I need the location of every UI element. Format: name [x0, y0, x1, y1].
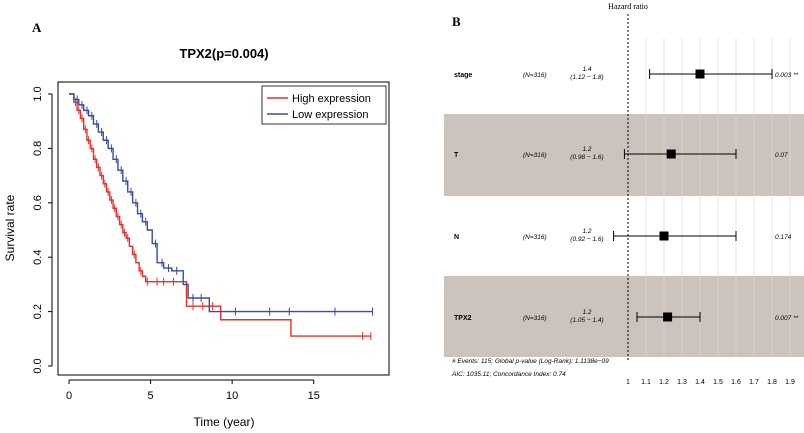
forest-row-ci: (0.92 − 1.6) [570, 236, 603, 243]
km-curves [69, 93, 373, 341]
forest-hr-marker [695, 69, 705, 79]
forest-row-ci: (1.05 − 1.4) [570, 317, 603, 324]
km-y-tick-label: 1.0 [32, 86, 44, 101]
forest-row-pvalue: 0.007 ** [775, 315, 799, 322]
forest-row-hr: 1.4 [582, 66, 591, 73]
panel-b: B Hazard ratio stage (N=316)1.4(1.12 − 1.… [444, 2, 804, 386]
forest-x-tick-label: 1.8 [767, 379, 777, 386]
km-y-tick-label: 0.4 [32, 250, 44, 265]
forest-row-n: (N=316) [523, 315, 547, 322]
km-legend-label-low: Low expression [292, 109, 368, 121]
forest-row-pvalue: 0.174 [775, 234, 792, 241]
km-x-tick-label: 0 [66, 390, 72, 402]
forest-row-label: TPX2 [454, 315, 472, 322]
forest-x-tick-label: 1.9 [785, 379, 795, 386]
forest-row-n: (N=316) [523, 152, 547, 159]
forest-row-label: N [454, 234, 459, 241]
forest-gridlines [627, 14, 791, 362]
forest-row-hr: 1.2 [582, 309, 591, 316]
forest-row-label: T [454, 152, 459, 159]
km-y-tick-label: 0.0 [32, 358, 44, 373]
forest-hr-marker [663, 312, 673, 322]
forest-row-hr: 1.2 [582, 146, 591, 153]
forest-x-axis: 1 1.1 1.2 1.3 1.4 1.5 1.6 1.7 1.8 1.9 [626, 379, 795, 386]
forest-hr-marker [666, 149, 676, 159]
km-plot-frame [57, 81, 390, 376]
forest-row-label: stage [454, 72, 472, 79]
km-legend-label-high: High expression [292, 93, 371, 105]
forest-row-n: (N=316) [523, 234, 547, 241]
km-legend-box [261, 85, 387, 125]
km-y-tick-label: 0.6 [32, 195, 44, 210]
forest-x-tick-label: 1.1 [641, 379, 651, 386]
forest-row-hr: 1.2 [582, 228, 591, 235]
km-title: TPX2(p=0.004) [179, 46, 268, 61]
forest-row-shade [444, 276, 804, 357]
km-x-axis-label: Time (year) [194, 415, 255, 429]
forest-x-tick-label: 1.5 [713, 379, 723, 386]
forest-row-pvalue: 0.07 [775, 152, 788, 159]
forest-row-pvalue: 0.003 ** [775, 72, 799, 79]
km-curve-high [69, 93, 371, 337]
forest-hr-marker [659, 231, 669, 241]
forest-row-ci: (0.98 − 1.6) [570, 154, 603, 161]
km-y-tick-label: 0.2 [32, 304, 44, 319]
km-legend: High expression Low expression [261, 85, 387, 125]
panel-b-label: B [452, 14, 461, 29]
forest-x-tick-label: 1 [626, 379, 630, 386]
forest-footnote-2: AIC: 1035.11; Concordance Index: 0.74 [451, 371, 566, 378]
km-y-axis: 0.0 0.2 0.4 0.6 0.8 1.0 [32, 86, 53, 374]
forest-x-tick-label: 1.2 [659, 379, 669, 386]
forest-row-ci: (1.12 − 1.8) [570, 74, 603, 81]
forest-title: Hazard ratio [608, 2, 648, 11]
km-x-axis: 0 5 10 15 [66, 379, 320, 402]
km-x-tick-label: 15 [308, 390, 320, 402]
forest-row-n: (N=316) [523, 72, 547, 79]
forest-x-tick-label: 1.7 [749, 379, 759, 386]
forest-rows: stage (N=316) 1.4(1.12 − 1.8) 0.003 ** T (N=3… [454, 66, 799, 324]
forest-x-tick-label: 1.4 [695, 379, 705, 386]
km-curve-low [69, 93, 373, 313]
panel-a: A TPX2(p=0.004) 0.0 0.2 0.4 0.6 0.8 1.0 0 5 10 1… [3, 20, 390, 429]
km-y-tick-label: 0.8 [32, 141, 44, 156]
km-x-tick-label: 10 [226, 390, 238, 402]
km-x-tick-label: 5 [148, 390, 154, 402]
panel-a-label: A [32, 20, 42, 35]
forest-x-tick-label: 1.3 [677, 379, 687, 386]
km-y-axis-label: Survival rate [3, 194, 17, 261]
forest-x-tick-label: 1.6 [731, 379, 741, 386]
forest-footnote-1: # Events: 115; Global p-value (Log-Rank)… [452, 358, 609, 365]
